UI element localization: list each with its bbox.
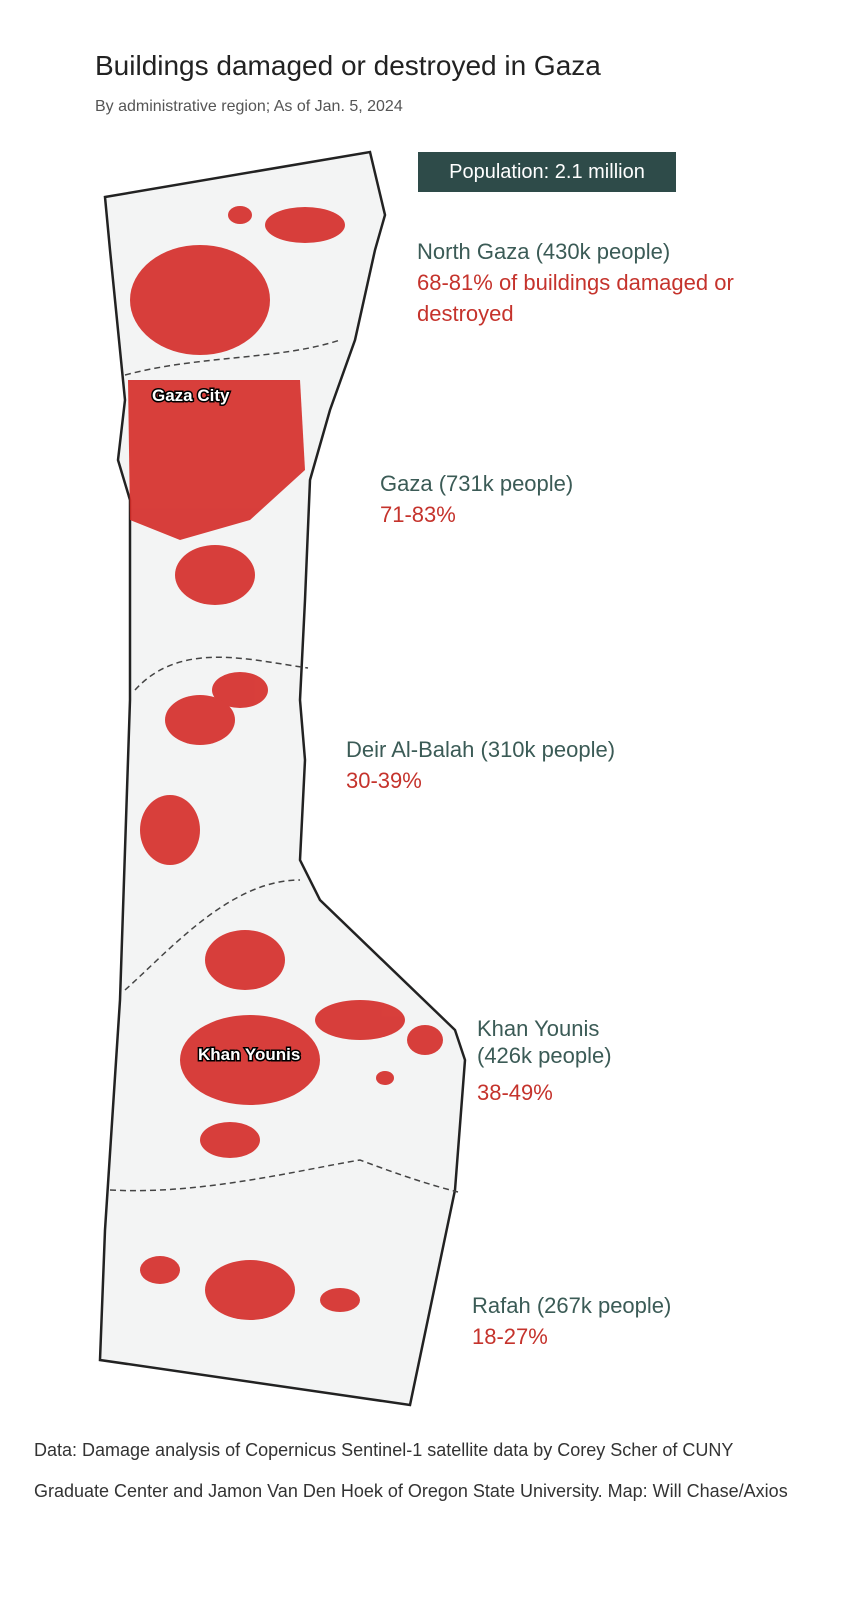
region-label: Deir Al-Balah (310k people) 30-39% [346,734,746,796]
title: Buildings damaged or destroyed in Gaza [95,50,601,81]
region-damage: 38-49% [477,1080,553,1105]
damage-areas [128,206,443,1320]
region-name: Deir Al-Balah (310k people) [346,737,616,762]
region-label: Gaza (731k people) 71-83% [380,468,740,530]
region-damage: 71-83% [380,502,456,527]
region-label: Rafah (267k people) 18-27% [472,1290,792,1352]
map: Gaza City Khan Younis [98,150,467,1407]
region-label: North Gaza (430k people) 68-81% of build… [417,236,737,329]
region-damage: 30-39% [346,768,422,793]
map-label: Khan Younis [198,1045,300,1064]
region-damage: 68-81% of buildings damaged or destroyed [417,270,734,326]
map-label: Gaza City [152,386,230,405]
source-note: Data: Damage analysis of Copernicus Sent… [34,1440,788,1501]
population-badge: Population: 2.1 million [418,152,676,192]
region-name: Khan Younis (426k people) [477,1016,612,1068]
subtitle: By administrative region; As of Jan. 5, … [95,98,403,115]
region-name: North Gaza (430k people) [417,239,671,264]
region-damage: 18-27% [472,1324,548,1349]
region-name: Gaza (731k people) [380,471,574,496]
region-label: Khan Younis (426k people) 38-49% [477,1015,657,1106]
region-boundaries [109,339,459,1193]
region-name: Rafah (267k people) [472,1293,672,1318]
